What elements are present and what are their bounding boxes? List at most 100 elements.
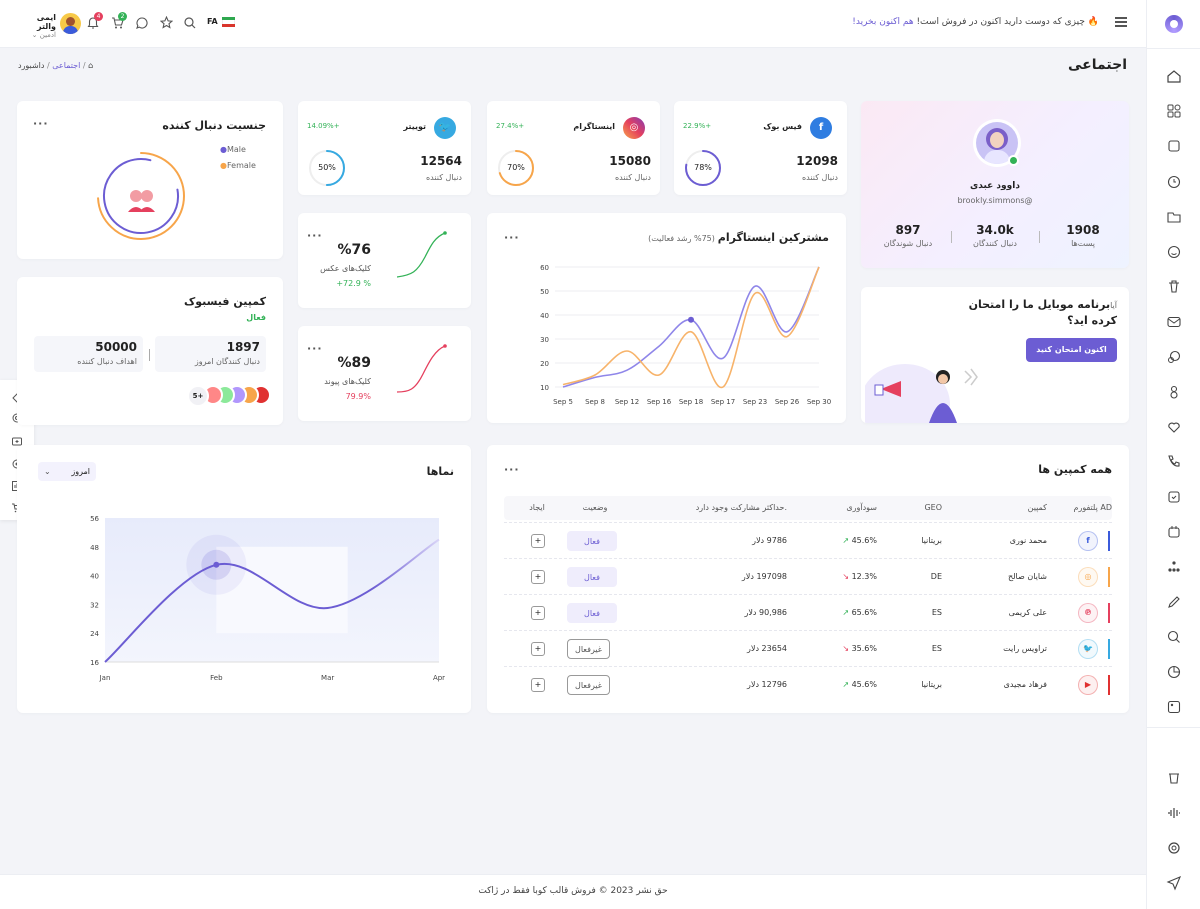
campaign-max: 9786 دلار: [752, 536, 787, 545]
user-role: ادمین: [39, 31, 56, 39]
send-icon[interactable]: [1166, 875, 1182, 891]
campaign-geo: بریتانیا: [921, 536, 942, 545]
home-icon[interactable]: ⌂: [88, 61, 94, 70]
apps-icon[interactable]: [1166, 103, 1182, 119]
chevron-down-icon[interactable]: ⌄: [31, 31, 40, 39]
pinterest-icon[interactable]: ℗: [1078, 603, 1098, 623]
folder-icon[interactable]: [1166, 209, 1182, 225]
facebook-icon[interactable]: f: [810, 117, 832, 139]
youtube-icon[interactable]: ▶: [1078, 675, 1098, 695]
profile-card: داوود عبدی brookly.simmons@ 1908 پست‌ها …: [861, 101, 1129, 268]
views-period-select[interactable]: ⌄ امروز: [38, 462, 96, 481]
more-options-icon[interactable]: ···: [504, 463, 520, 476]
campaign-name[interactable]: فرهاد مجیدی: [1003, 680, 1047, 689]
smile-icon[interactable]: [1166, 244, 1182, 260]
campaign-name[interactable]: محمد نوری: [1009, 536, 1047, 545]
campaign-max: 12796 دلار: [747, 680, 787, 689]
more-avatars[interactable]: 5+: [187, 385, 209, 407]
x-tick-label: Apr: [433, 674, 445, 682]
more-options-icon[interactable]: ···: [307, 342, 323, 355]
users-icon[interactable]: [1166, 384, 1182, 400]
profile-handle[interactable]: brookly.simmons@: [957, 196, 1033, 205]
search-rail-icon[interactable]: [1166, 629, 1182, 645]
social-percent: 78%: [694, 163, 712, 172]
status-badge[interactable]: غیرفعال: [567, 675, 610, 695]
gallery-icon[interactable]: [1166, 699, 1182, 715]
user-name-label[interactable]: ایمی والتر: [36, 13, 56, 31]
legend-male: ●Male: [220, 145, 246, 154]
medkit-icon[interactable]: [11, 435, 23, 447]
more-options-icon[interactable]: ···: [504, 231, 520, 244]
y-tick-label: 56: [90, 515, 99, 523]
social-percent: 50%: [318, 163, 336, 172]
campaign-title: کمپین فیسبوک: [183, 295, 266, 308]
trend-up-icon: ↗: [842, 608, 850, 617]
notification-badge: 4: [94, 12, 103, 21]
social-ring: [309, 150, 345, 186]
heart-icon[interactable]: [1166, 419, 1182, 435]
click-label: کلیک‌های پیوند: [324, 377, 371, 386]
box-icon[interactable]: [1166, 138, 1182, 154]
flag-iran-icon[interactable]: [222, 17, 235, 27]
create-button[interactable]: +: [531, 534, 545, 548]
gender-title: جنسیت دنبال کننده: [162, 119, 266, 132]
instagram-icon[interactable]: ◎: [1078, 567, 1098, 587]
social-name: فیس بوک: [763, 122, 802, 131]
audio-wave-icon[interactable]: [1166, 805, 1182, 821]
y-tick-label: 32: [90, 601, 99, 609]
archive-icon[interactable]: [1166, 770, 1182, 786]
click-value: %89: [337, 355, 371, 371]
buy-now-link[interactable]: هم اکنون بخرید!: [852, 17, 914, 27]
phone-icon[interactable]: [1166, 454, 1182, 470]
star-icon[interactable]: [160, 16, 173, 29]
create-button[interactable]: +: [531, 678, 545, 692]
female-arc: [97, 152, 185, 240]
trash-icon[interactable]: [1166, 279, 1182, 295]
calendar-icon[interactable]: [1166, 524, 1182, 540]
breadcrumb-dashboard[interactable]: داشبورد: [18, 61, 45, 70]
chat-icon[interactable]: [136, 17, 148, 29]
settings-icon[interactable]: [1166, 840, 1182, 856]
social-growth: 22.9%+: [683, 122, 712, 130]
mail-icon[interactable]: [1166, 314, 1182, 330]
stat-value: 1908: [1066, 223, 1100, 237]
campaign-geo: بریتانیا: [921, 680, 942, 689]
home-icon[interactable]: [1166, 68, 1182, 84]
campaign-name[interactable]: شایان صالح: [1007, 572, 1047, 581]
avatar[interactable]: [60, 13, 81, 34]
campaign-name[interactable]: علی کریمی: [1008, 608, 1047, 617]
logo-icon[interactable]: [1165, 15, 1183, 33]
more-options-icon[interactable]: ···: [307, 229, 323, 242]
chart-pie-icon[interactable]: [1166, 664, 1182, 680]
edit-icon[interactable]: [1166, 594, 1182, 610]
insta-chart-title: مشترکین اینستاگرام: [717, 231, 829, 244]
status-badge[interactable]: فعال: [567, 603, 617, 623]
nodes-icon[interactable]: [1166, 559, 1182, 575]
facebook-icon[interactable]: f: [1078, 531, 1098, 551]
table-header-cell: GEO: [924, 503, 942, 512]
x-tick-label: Sep 30: [807, 398, 831, 406]
twitter-icon[interactable]: 🐦: [434, 117, 456, 139]
status-badge[interactable]: فعال: [567, 531, 617, 551]
create-button[interactable]: +: [531, 570, 545, 584]
more-options-icon[interactable]: ···: [33, 117, 49, 130]
menu-toggle-icon[interactable]: [1115, 17, 1127, 27]
clock-icon[interactable]: [1166, 174, 1182, 190]
instagram-icon[interactable]: ◎: [623, 117, 645, 139]
language-label[interactable]: FA: [207, 17, 218, 26]
messages-icon[interactable]: [1166, 349, 1182, 365]
try-now-button[interactable]: اکنون امتحان کنید: [1026, 338, 1117, 362]
status-badge[interactable]: غیرفعال: [567, 639, 610, 659]
campaign-name[interactable]: تراویس رایت: [1003, 644, 1047, 653]
search-icon[interactable]: [184, 17, 196, 29]
twitter-icon[interactable]: 🐦: [1078, 639, 1098, 659]
task-icon[interactable]: [1166, 489, 1182, 505]
x-tick-label: Sep 8: [585, 398, 605, 406]
social-count: 12564: [420, 154, 462, 168]
create-button[interactable]: +: [531, 606, 545, 620]
status-badge[interactable]: فعال: [567, 567, 617, 587]
stat-label: اهداف دنبال کننده: [77, 357, 137, 366]
avatar-group: 5+: [187, 385, 271, 407]
create-button[interactable]: +: [531, 642, 545, 656]
campaign-profit: ↘ 35.6%: [842, 644, 877, 653]
